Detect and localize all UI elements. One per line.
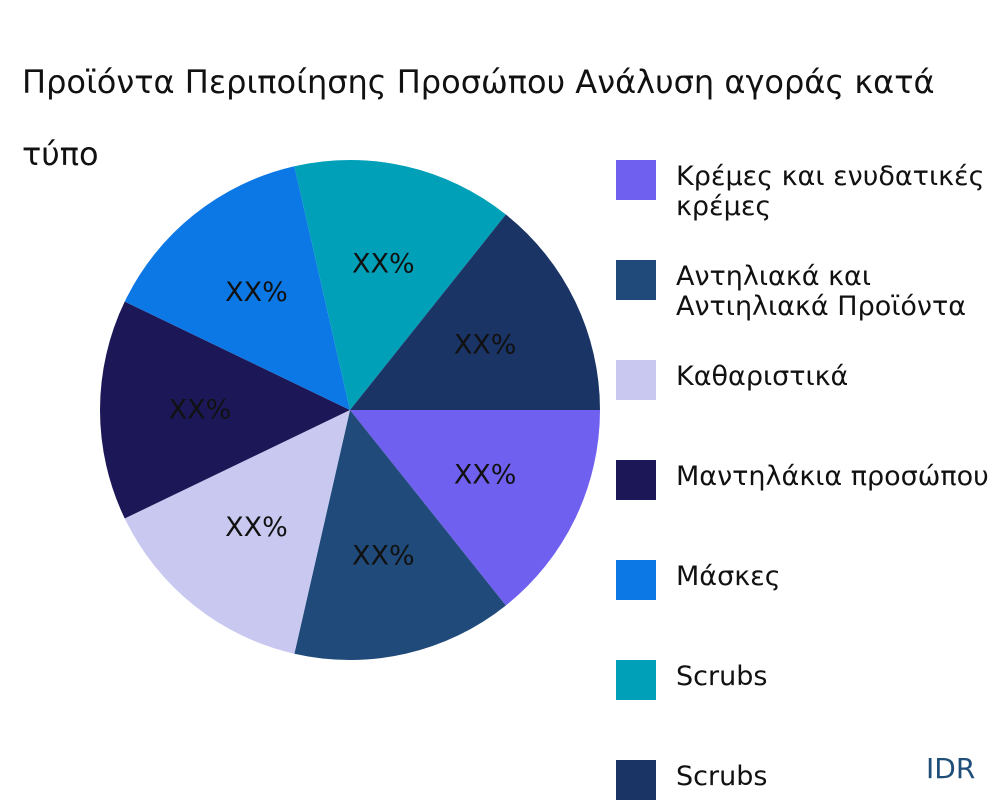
legend-swatch-7 <box>616 760 656 800</box>
legend-swatch-6 <box>616 660 656 700</box>
legend-label-6-line-1: Scrubs <box>676 661 768 692</box>
legend-label-2-line-2: Αντιηλιακά Προϊόντα <box>676 291 967 322</box>
pie-slice-5 <box>124 166 350 410</box>
legend-label-2: Αντηλιακά και Αντιηλιακά Προϊόντα <box>676 262 966 322</box>
slice-label-1: XX% <box>454 460 517 491</box>
legend-label-5-line-1: Μάσκες <box>676 561 781 592</box>
pie-slice-4 <box>100 301 350 519</box>
legend-label-7: Scrubs <box>676 762 767 792</box>
legend-label-1-line-1: Κρέμες και ενυδατικές <box>676 161 985 192</box>
legend: Κρέμες και ενυδατικές κρέμες Αντηλιακά και… <box>616 0 1000 800</box>
legend-swatch-3 <box>616 360 656 400</box>
legend-swatch-2 <box>616 260 656 300</box>
slice-label-4: XX% <box>169 395 232 426</box>
legend-label-4-line-1: Μαντηλάκια προσώπου <box>676 461 989 492</box>
slice-label-3: XX% <box>225 512 288 543</box>
chart-title-line-1: Προϊόντα Περιποίησης Προσώπου Ανάλυση αγ… <box>22 63 935 101</box>
legend-label-7-line-1: Scrubs <box>676 761 768 792</box>
legend-label-6: Scrubs <box>676 662 767 692</box>
legend-label-3: Καθαριστικά <box>676 362 848 392</box>
chart-title: Προϊόντα Περιποίησης Προσώπου Ανάλυση αγ… <box>22 28 1000 208</box>
pie-slice-7 <box>350 214 600 410</box>
legend-label-1: Κρέμες και ενυδατικές κρέμες <box>676 162 984 222</box>
pie-slice-6 <box>294 159 506 410</box>
slice-label-2: XX% <box>352 541 415 572</box>
legend-label-1-line-2: κρέμες <box>676 191 772 222</box>
pie-slice-1 <box>350 410 600 606</box>
slice-label-5: XX% <box>225 277 288 308</box>
legend-label-3-line-1: Καθαριστικά <box>676 361 849 392</box>
legend-swatch-1 <box>616 160 656 200</box>
legend-label-2-line-1: Αντηλιακά και <box>676 261 871 292</box>
chart-title-line-2: τύπο <box>22 135 99 173</box>
brand-logo: IDR <box>926 752 976 785</box>
slice-label-7: XX% <box>454 329 517 360</box>
pie-slice-2 <box>294 410 506 661</box>
legend-swatch-5 <box>616 560 656 600</box>
legend-swatch-4 <box>616 460 656 500</box>
legend-label-4: Μαντηλάκια προσώπου <box>676 462 989 492</box>
legend-label-5: Μάσκες <box>676 562 781 592</box>
pie-slice-3 <box>124 410 350 654</box>
slice-label-6: XX% <box>352 248 415 279</box>
